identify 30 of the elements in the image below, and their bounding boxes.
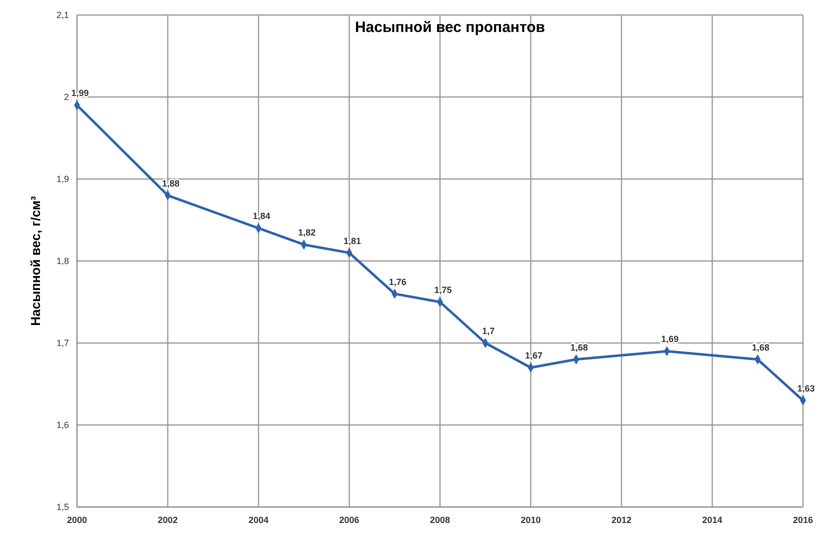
y-axis-title: Насыпной вес, г/см³ — [28, 195, 43, 326]
chart-title: Насыпной вес пропантов — [354, 19, 546, 36]
data-label: 1,7 — [482, 326, 495, 336]
data-label: 1,82 — [298, 228, 316, 238]
data-label: 1,88 — [162, 178, 180, 188]
x-tick-label: 2008 — [430, 515, 450, 525]
x-tick-label: 2002 — [158, 515, 178, 525]
data-label: 1,84 — [252, 211, 270, 222]
y-tick-label: 2 — [64, 92, 69, 102]
data-label: 1,69 — [661, 334, 679, 344]
x-tick-label: 2010 — [520, 515, 541, 525]
data-label: 1,63 — [797, 383, 815, 394]
x-tick-label: 2004 — [248, 515, 269, 525]
data-label: 1,67 — [524, 350, 543, 361]
y-tick-label: 1,9 — [56, 174, 69, 184]
x-tick-label: 2012 — [611, 515, 632, 525]
data-label: 1,68 — [570, 342, 588, 352]
y-tick-label: 1,6 — [56, 420, 69, 430]
x-tick-label: 2014 — [702, 515, 722, 525]
y-tick-label: 1,8 — [56, 256, 69, 266]
x-tick-label: 2000 — [66, 515, 88, 525]
x-tick-label: 2016 — [792, 515, 814, 525]
data-label: 1,68 — [752, 342, 770, 352]
data-label: 1,76 — [388, 276, 406, 287]
data-label: 1,75 — [434, 285, 452, 295]
y-tick-label: 1,7 — [56, 338, 69, 348]
data-label: 1,81 — [343, 236, 362, 246]
x-tick-label: 2006 — [339, 515, 360, 525]
y-tick-label: 2,1 — [56, 10, 69, 20]
y-tick-label: 1,5 — [56, 502, 69, 512]
